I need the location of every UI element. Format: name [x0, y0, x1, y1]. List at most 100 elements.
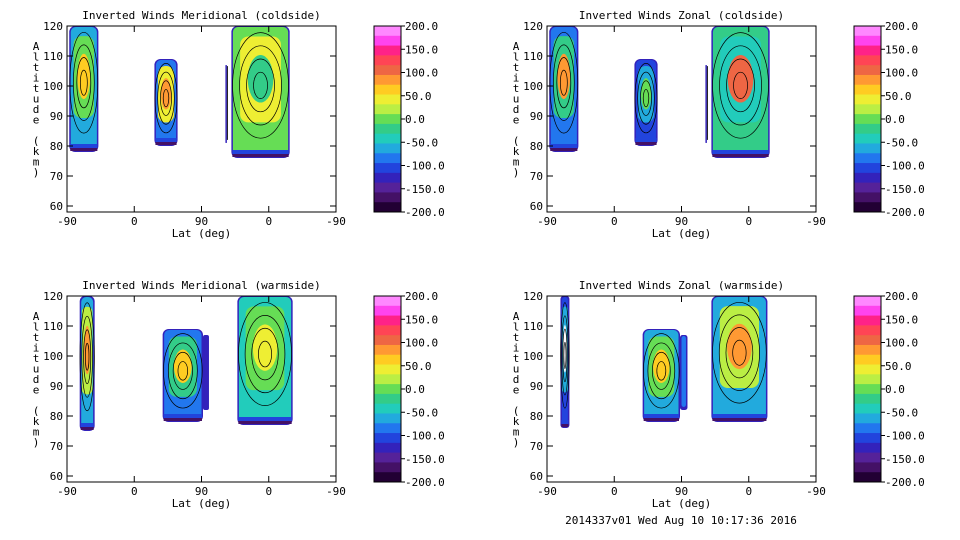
y-tick-label: 90 — [530, 380, 543, 393]
colorbar-swatch — [374, 153, 401, 164]
colorbar-swatch — [374, 133, 401, 144]
colorbar-swatch — [854, 364, 881, 375]
colorbar-label: -100.0 — [885, 430, 925, 443]
colorbar-swatch — [854, 403, 881, 414]
colorbar-label: 200.0 — [885, 290, 918, 303]
colorbar-swatch — [374, 45, 401, 56]
colorbar-swatch — [374, 364, 401, 375]
x-tick-label: 90 — [195, 215, 208, 228]
x-tick-label: 0 — [611, 215, 618, 228]
contour-region — [680, 335, 688, 410]
plot-area — [67, 26, 336, 212]
y-tick-label: 70 — [50, 440, 63, 453]
x-tick-label: 0 — [131, 215, 138, 228]
x-tick-label: 90 — [195, 485, 208, 498]
y-tick-label: 70 — [530, 170, 543, 183]
colorbar-swatch — [854, 84, 881, 96]
x-tick-label: -90 — [326, 485, 346, 498]
y-tick-label: 60 — [530, 470, 543, 483]
colorbar: 200.0 150.0 100.0 50.0 0.0 -50.0 -100.0 -150.0 -… — [853, 20, 925, 219]
colorbar-swatch — [374, 74, 401, 86]
colorbar-label: -150.0 — [405, 453, 445, 466]
footer-timestamp: 2014337v01 Wed Aug 10 10:17:36 2016 — [565, 514, 797, 527]
y-tick-label: 70 — [50, 170, 63, 183]
colorbar-swatch — [854, 384, 881, 395]
x-tick-label: 90 — [675, 485, 688, 498]
colorbar: 200.0 150.0 100.0 50.0 0.0 -50.0 -100.0 -150.0 -… — [373, 290, 445, 489]
colorbar-swatch — [374, 104, 401, 115]
x-tick-label: -90 — [326, 215, 346, 228]
x-tick-label: -90 — [537, 215, 557, 228]
colorbar-swatch — [374, 384, 401, 395]
colorbar-label: -150.0 — [885, 183, 925, 196]
colorbar-label: 100.0 — [405, 67, 438, 80]
colorbar-swatch — [374, 374, 401, 385]
contour-region — [225, 65, 228, 143]
x-tick-label: -90 — [537, 485, 557, 498]
y-tick-label: 120 — [43, 20, 63, 33]
colorbar-label: 50.0 — [405, 90, 432, 103]
colorbar-swatch — [854, 433, 881, 444]
contour-region — [154, 59, 178, 146]
x-tick-label: 0 — [745, 485, 752, 498]
colorbar-swatch — [854, 354, 881, 366]
x-tick-label: 0 — [611, 485, 618, 498]
colorbar-swatch — [854, 413, 881, 424]
y-tick-label: 80 — [530, 140, 543, 153]
colorbar-label: 150.0 — [885, 43, 918, 56]
colorbar-swatch — [374, 413, 401, 424]
contour-region — [634, 59, 658, 146]
x-tick-label: -90 — [57, 485, 77, 498]
colorbar-swatch — [374, 433, 401, 444]
contour-region — [711, 296, 768, 422]
x-tick-label: 90 — [675, 215, 688, 228]
chart-title: Inverted Winds Meridional (warmside) — [82, 279, 320, 292]
colorbar-swatch — [854, 55, 881, 66]
colorbar-swatch — [374, 452, 401, 463]
x-tick-label: -90 — [806, 215, 826, 228]
colorbar-label: 0.0 — [405, 383, 425, 396]
chart-panel-3: Inverted Winds Meridional (warmside) -90 0… — [33, 279, 445, 510]
colorbar-swatch — [374, 442, 401, 454]
colorbar-label: 50.0 — [885, 360, 912, 373]
colorbar-swatch — [374, 344, 401, 356]
y-tick-label: 100 — [523, 80, 543, 93]
colorbar-swatch — [374, 65, 401, 76]
colorbar-swatch — [854, 153, 881, 164]
colorbar-swatch — [854, 296, 881, 307]
colorbar-swatch — [374, 84, 401, 96]
contour-region — [642, 329, 681, 422]
y-tick-label: 60 — [530, 200, 543, 213]
colorbar-swatch — [374, 123, 401, 135]
colorbar-swatch — [374, 35, 401, 47]
colorbar-label: -50.0 — [885, 406, 918, 419]
colorbar-swatch — [854, 192, 881, 203]
x-tick-label: 0 — [265, 215, 272, 228]
colorbar-swatch — [854, 114, 881, 125]
y-tick-label: 110 — [523, 50, 543, 63]
colorbar-label: 150.0 — [885, 313, 918, 326]
colorbar-label: 100.0 — [885, 337, 918, 350]
contour-region — [237, 296, 293, 425]
colorbar-swatch — [374, 296, 401, 307]
colorbar-swatch — [374, 143, 401, 154]
chart-title: Inverted Winds Meridional (coldside) — [82, 9, 320, 22]
colorbar-swatch — [374, 472, 401, 483]
colorbar-swatch — [374, 354, 401, 366]
contour-region — [162, 329, 203, 422]
colorbar-swatch — [854, 163, 881, 174]
colorbar-swatch — [374, 335, 401, 346]
y-tick-label: 60 — [50, 470, 63, 483]
colorbar-swatch — [854, 202, 881, 213]
colorbar: 200.0 150.0 100.0 50.0 0.0 -50.0 -100.0 -150.0 -… — [853, 290, 925, 489]
colorbar-swatch — [854, 462, 881, 473]
colorbar-label: -50.0 — [885, 136, 918, 149]
colorbar-swatch — [374, 55, 401, 66]
y-tick-label: 100 — [43, 350, 63, 363]
contour-region — [231, 26, 290, 158]
contour-region — [79, 296, 95, 431]
colorbar-swatch — [854, 452, 881, 463]
